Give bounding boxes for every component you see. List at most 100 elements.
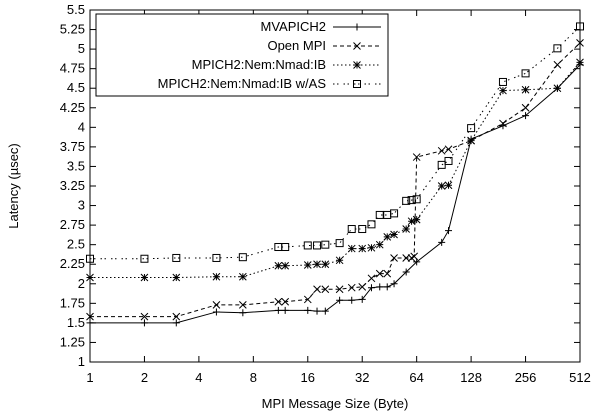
data-point [212,308,220,316]
series-2 [86,38,584,321]
legend-marker [353,61,361,69]
x-tick-label: 512 [569,370,591,385]
y-tick-label: 1.25 [60,334,85,349]
data-point [313,260,321,269]
data-point [140,319,148,327]
y-tick-label: 3.75 [60,139,85,154]
data-point [172,312,181,321]
x-tick-label: 4 [195,370,202,385]
data-point [390,230,398,239]
data-point [437,146,446,155]
data-point [172,273,181,282]
data-point [402,196,411,205]
y-tick-label: 1.5 [67,315,85,330]
data-point [239,309,247,317]
data-point [467,124,476,133]
data-point [445,227,453,235]
data-point [347,225,356,234]
y-tick-label: 2 [78,276,85,291]
data-point [140,254,149,263]
data-point [335,285,344,294]
legend-label: MVAPICH2 [261,19,327,34]
data-point [367,274,376,283]
data-point [212,301,221,309]
data-point [274,297,283,306]
y-tick-label: 3.25 [60,178,85,193]
data-point [212,253,221,262]
data-point [437,182,446,190]
data-point [467,136,475,145]
data-point [376,283,384,291]
data-point [303,261,312,269]
tick-labels: 1 1.25 1.5 1.75 2 2.25 2.5 2.75 3 3.25 3.5 3.75 4 4.2… [60,2,591,385]
data-point [304,306,312,314]
legend-box [95,13,389,97]
x-tick-label: 256 [515,370,537,385]
legend-marker [353,42,361,50]
y-tick-label: 5.25 [60,22,85,37]
legend-item: MPICH2:Nem:Nmad:IB [192,57,381,72]
data-point [407,217,416,226]
data-point [274,261,283,270]
series-4 [86,22,584,263]
data-point [367,284,375,292]
data-point [522,112,530,120]
y-tick-label: 2.5 [67,237,85,252]
data-point [281,297,290,306]
legend-item: MPICH2:Nem:Nmad:IB w/AS [158,76,381,91]
series-line [90,64,581,324]
data-point [383,232,392,241]
data-point [140,312,149,321]
legend-label: MPICH2:Nem:Nmad:IB [192,57,326,72]
y-tick-label: 1.75 [60,295,85,310]
y-tick-label: 4 [78,119,85,134]
data-point [390,280,398,288]
data-point [410,252,419,261]
data-point [390,254,398,262]
data-point [140,273,149,282]
data-point [412,195,421,204]
y-tick-label: 5.5 [67,2,85,17]
x-tick-label: 128 [460,370,482,385]
data-point [281,261,290,270]
data-point [281,306,289,314]
data-point [321,307,329,315]
data-point [172,319,180,327]
series-1 [86,61,584,327]
data-point [444,145,453,154]
data-point [358,283,367,291]
data-point [383,283,391,291]
data-point [553,44,562,53]
data-point [335,239,344,248]
data-point [281,243,290,252]
x-tick-label: 2 [141,370,148,385]
x-axis-label: MPI Message Size (Byte) [262,396,409,411]
data-point [321,260,330,269]
series-layer [86,22,584,327]
data-point [238,301,247,309]
x-tick-label: 16 [301,370,315,385]
data-point [172,253,181,262]
legend-label: MPICH2:Nem:Nmad:IB w/AS [158,76,327,91]
legend-label: Open MPI [267,38,326,53]
data-point [402,268,410,276]
data-point [212,272,221,281]
data-point [499,119,507,128]
y-tick-label: 2.25 [60,256,85,271]
data-point [412,153,421,161]
legend-item: MVAPICH2 [261,19,381,34]
y-tick-label: 3 [78,198,85,213]
data-point [444,156,453,165]
x-tick-label: 8 [250,370,257,385]
x-tick-label: 32 [355,370,369,385]
y-tick-label: 2.75 [60,217,85,232]
legend-marker [353,23,361,31]
x-tick-label: 64 [409,370,423,385]
data-point [321,240,330,249]
data-point [238,253,247,262]
data-point [367,243,376,252]
data-point [335,256,344,265]
data-point [348,296,356,304]
data-point [553,60,562,69]
data-point [402,225,411,233]
